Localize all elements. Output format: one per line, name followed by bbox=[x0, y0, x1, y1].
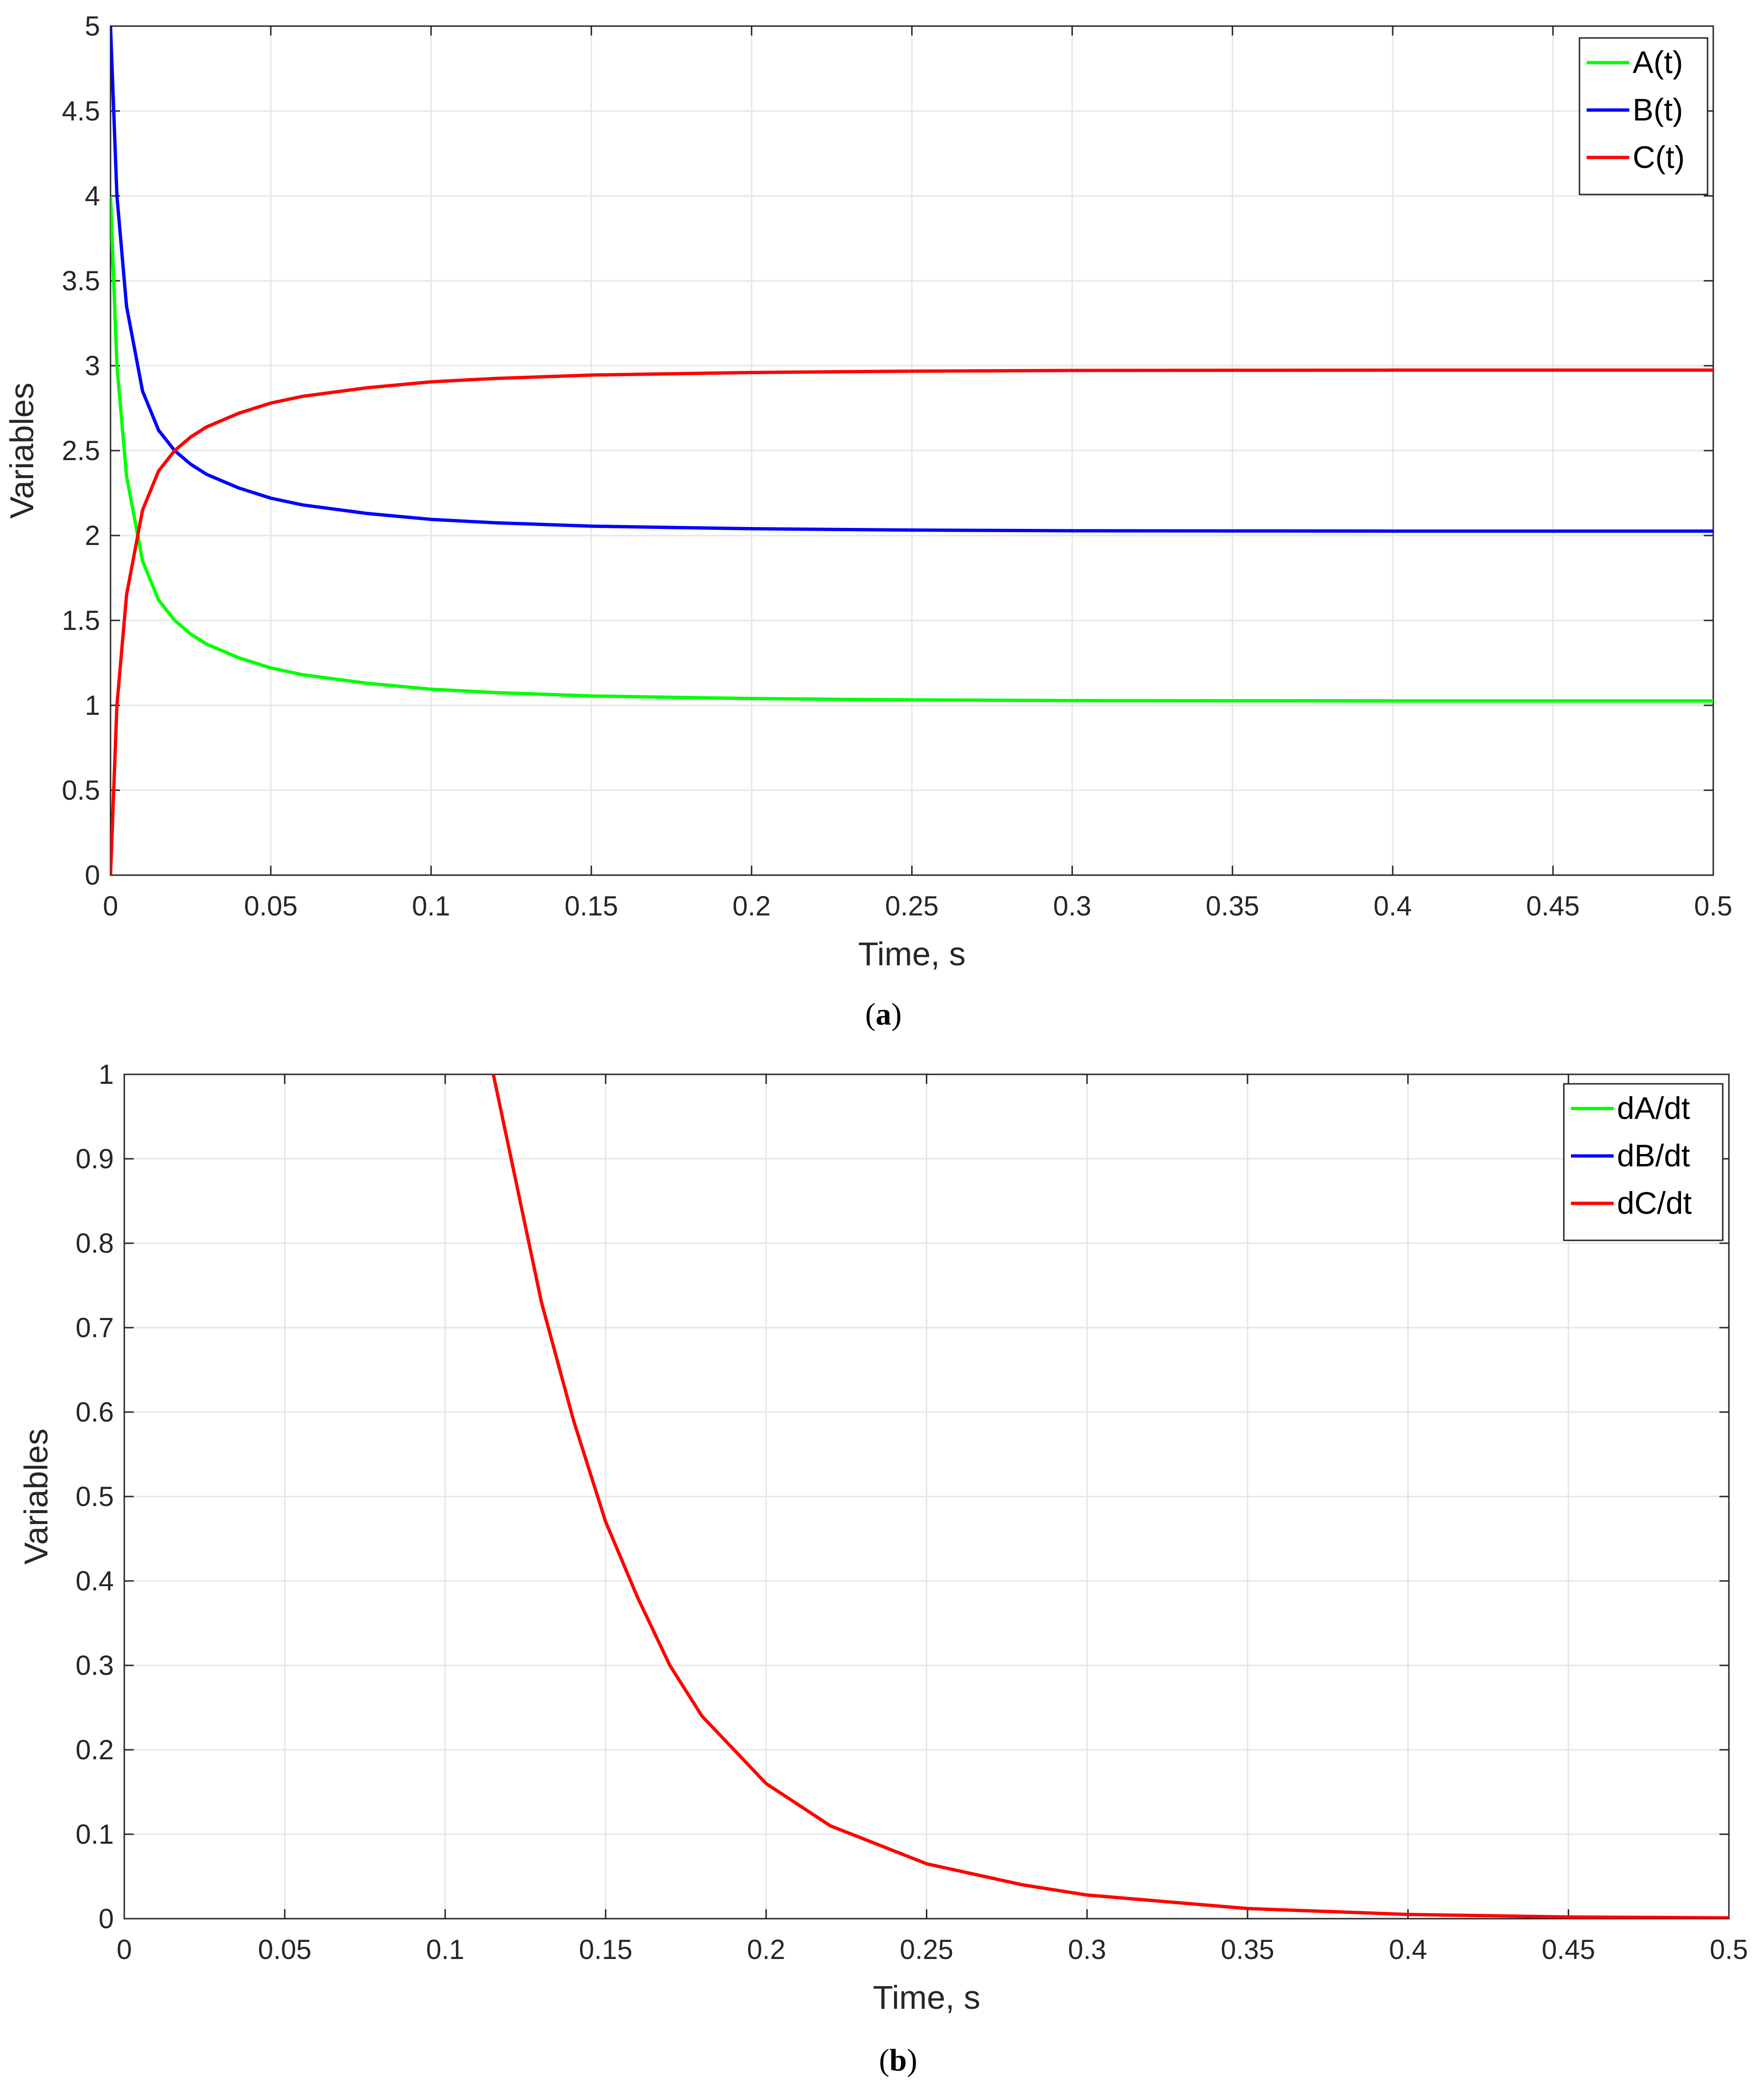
legend-entry-label: B(t) bbox=[1633, 92, 1683, 127]
x-tick-label: 0 bbox=[103, 891, 118, 922]
legend: dA/dt dB/dt dC/dt bbox=[1563, 1083, 1724, 1241]
y-tick-label: 0.5 bbox=[75, 1481, 114, 1512]
y-tick-label: 0.3 bbox=[75, 1650, 114, 1681]
chart-b: 0 0.05 0.1 0.15 0.2 0.25 0.3 0.35 0.4 0.45 0.5 0 0.1… bbox=[18, 1059, 1748, 2078]
y-tick-label: 1 bbox=[99, 1059, 114, 1090]
axes-frame bbox=[123, 1073, 1730, 1920]
x-tick-label: 0.15 bbox=[564, 891, 618, 922]
y-tick-label: 0.6 bbox=[75, 1397, 114, 1428]
axes-frame bbox=[110, 25, 1714, 876]
x-tick-label: 0.4 bbox=[1389, 1934, 1427, 1965]
x-tick-label: 0.1 bbox=[412, 891, 450, 922]
x-tick-label: 0.15 bbox=[579, 1934, 632, 1965]
y-tick-label: 0.9 bbox=[75, 1144, 114, 1174]
y-tick-label: 0 bbox=[85, 860, 100, 891]
x-tick-label: 0.45 bbox=[1542, 1934, 1595, 1965]
y-tick-label: 0.1 bbox=[75, 1819, 114, 1850]
series-line-b-t- bbox=[111, 26, 1713, 533]
y-tick-label: 4.5 bbox=[62, 96, 100, 127]
y-tick-label: 0.5 bbox=[62, 775, 100, 806]
y-tick-label: 0 bbox=[99, 1903, 114, 1934]
figure-caption: (a) bbox=[865, 997, 902, 1032]
y-tick-label: 2 bbox=[85, 520, 100, 551]
y-tick-label: 3.5 bbox=[62, 266, 100, 296]
legend-entry-label: dC/dt bbox=[1617, 1185, 1692, 1220]
y-tick-label: 2.5 bbox=[62, 435, 100, 466]
x-tick-label: 0.05 bbox=[244, 891, 297, 922]
legend-entry-label: dB/dt bbox=[1617, 1138, 1690, 1173]
series-line-c-t- bbox=[111, 368, 1713, 875]
x-tick-label: 0.5 bbox=[1710, 1934, 1748, 1965]
x-tick-label: 0.45 bbox=[1526, 891, 1580, 922]
x-tick-label: 0.2 bbox=[747, 1934, 785, 1965]
legend-entry-label: A(t) bbox=[1633, 45, 1683, 80]
x-tick-label: 0.25 bbox=[885, 891, 939, 922]
x-tick-label: 0.4 bbox=[1374, 891, 1412, 922]
legend-entry-label: dA/dt bbox=[1617, 1090, 1690, 1126]
y-tick-label: 0.8 bbox=[75, 1228, 114, 1259]
x-tick-label: 0.3 bbox=[1068, 1934, 1106, 1965]
y-tick-label: 0.4 bbox=[75, 1566, 114, 1597]
x-tick-label: 0.05 bbox=[258, 1934, 312, 1965]
legend: A(t) B(t) C(t) bbox=[1579, 37, 1709, 195]
x-tick-label: 0 bbox=[117, 1934, 132, 1965]
chart-a: 0 0.05 0.1 0.15 0.2 0.25 0.3 0.35 0.4 0.45 0.5 0 0.5… bbox=[3, 11, 1732, 1032]
x-tick-label: 0.2 bbox=[732, 891, 771, 922]
y-tick-label: 0.2 bbox=[75, 1735, 114, 1765]
y-tick-label: 1 bbox=[85, 690, 100, 721]
x-axis-label: Time, s bbox=[858, 935, 966, 972]
x-tick-label: 0.25 bbox=[900, 1934, 953, 1965]
x-tick-label: 0.1 bbox=[426, 1934, 464, 1965]
series-line-a-t- bbox=[111, 195, 1713, 703]
y-tick-label: 4 bbox=[85, 181, 100, 212]
y-axis-label: Variables bbox=[18, 1429, 55, 1565]
x-tick-label: 0.5 bbox=[1694, 891, 1733, 922]
legend-entry-label: C(t) bbox=[1633, 139, 1685, 175]
y-axis-label: Variables bbox=[3, 383, 40, 519]
series-line-dc-dt bbox=[491, 1074, 1729, 1919]
y-tick-label: 0.7 bbox=[75, 1312, 114, 1343]
x-tick-label: 0.35 bbox=[1206, 891, 1259, 922]
y-tick-label: 5 bbox=[85, 11, 100, 42]
y-tick-label: 1.5 bbox=[62, 605, 100, 636]
figure-caption: (b) bbox=[879, 2043, 917, 2078]
x-tick-label: 0.3 bbox=[1053, 891, 1091, 922]
x-axis-label: Time, s bbox=[873, 1979, 980, 2016]
y-tick-label: 3 bbox=[85, 351, 100, 381]
x-tick-label: 0.35 bbox=[1221, 1934, 1275, 1965]
